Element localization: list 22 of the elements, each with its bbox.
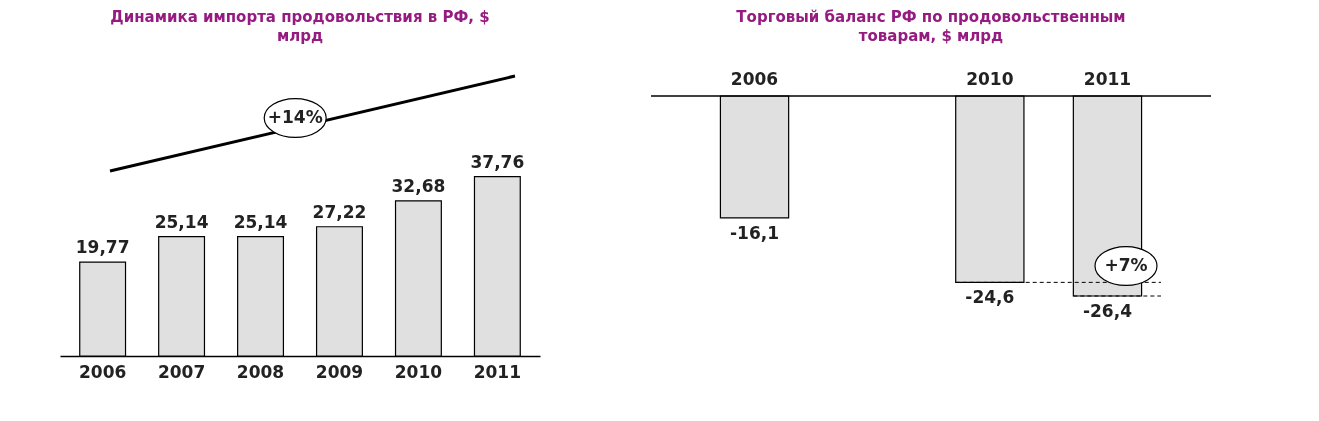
- x-tick-label: 2009: [315, 361, 364, 382]
- x-tick-label: 2011: [473, 361, 522, 382]
- data-label: -26,4: [1082, 301, 1133, 321]
- data-label: 25,14: [154, 211, 209, 232]
- x-tick-label: 2006: [78, 361, 127, 382]
- x-tick-label: 2006: [730, 68, 779, 89]
- data-label: 19,77: [75, 237, 130, 258]
- x-tick-label: 2007: [157, 361, 206, 382]
- data-label: 27,22: [312, 201, 367, 222]
- data-label: -24,6: [965, 287, 1015, 308]
- data-label: 37,76: [470, 151, 525, 172]
- data-label: -16,1: [730, 222, 780, 243]
- text: +14%: [267, 107, 323, 127]
- x-tick-label: 2010: [394, 361, 443, 382]
- x-tick-label: 2010: [966, 68, 1014, 89]
- x-tick-label: 2011: [1083, 68, 1132, 89]
- data-label: 32,68: [391, 175, 446, 196]
- annotation: +7%: [1104, 255, 1148, 275]
- x-tick-label: 2008: [236, 361, 285, 382]
- chart-title: Торговый баланс РФ по продовольственным товарам, $ млрд: [736, 8, 1126, 45]
- chart-title: Динамика импорта продовольствия в РФ, $ млрд: [110, 8, 490, 45]
- data-label: 25,14: [233, 211, 288, 232]
